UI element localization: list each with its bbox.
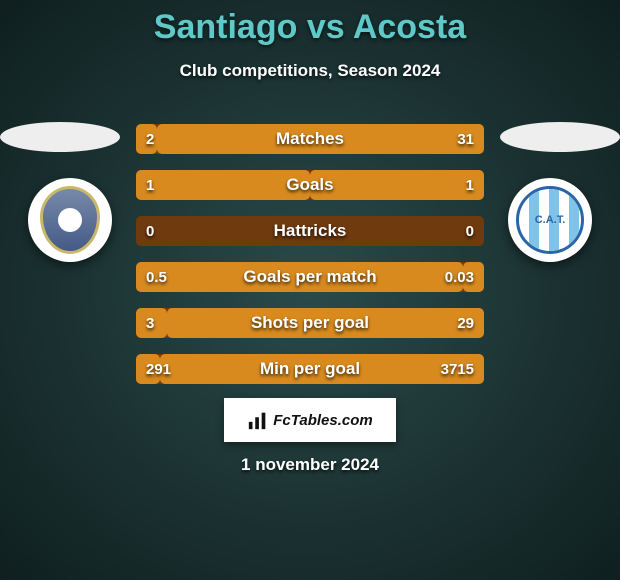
avatar-placeholder-right	[500, 122, 620, 152]
brand-text: FcTables.com	[273, 412, 372, 429]
bar-label: Min per goal	[136, 359, 484, 379]
team-badge-left	[28, 178, 112, 262]
bar-value-left: 291	[146, 361, 171, 378]
bar-value-right: 31	[457, 131, 474, 148]
badge-text: C.A.T.	[535, 214, 566, 226]
bar-label: Matches	[136, 129, 484, 149]
bar-label: Goals per match	[136, 267, 484, 287]
bar-value-left: 1	[146, 177, 154, 194]
bar-row: Goals1 1	[136, 170, 484, 200]
bar-row: Matches2 31	[136, 124, 484, 154]
bar-value-left: 0.5	[146, 269, 167, 286]
bar-label: Hattricks	[136, 221, 484, 241]
bar-label: Shots per goal	[136, 313, 484, 333]
bar-value-right: 1	[466, 177, 474, 194]
bar-value-right: 0.03	[445, 269, 474, 286]
avatar-placeholder-left	[0, 122, 120, 152]
bar-row: Shots per goal3 29	[136, 308, 484, 338]
circle-badge-icon: C.A.T.	[516, 186, 584, 254]
bar-row: Min per goal291 3715	[136, 354, 484, 384]
bar-value-right: 29	[457, 315, 474, 332]
comparison-bars: Matches2 31 Goals1 1 Hattricks0 0 Goals per ma…	[136, 124, 484, 400]
bar-value-left: 3	[146, 315, 154, 332]
bar-value-right: 0	[466, 223, 474, 240]
brand-box: FcTables.com	[224, 398, 396, 442]
team-badge-right: C.A.T.	[508, 178, 592, 262]
comparison-card: Santiago vs Acosta Club competitions, Se…	[0, 0, 620, 580]
bar-label: Goals	[136, 175, 484, 195]
page-subtitle: Club competitions, Season 2024	[0, 61, 620, 81]
bar-row: Goals per match0.5 0.03	[136, 262, 484, 292]
bar-row: Hattricks0 0	[136, 216, 484, 246]
bar-value-left: 2	[146, 131, 154, 148]
chart-icon	[247, 409, 269, 431]
date-text: 1 november 2024	[0, 455, 620, 475]
bar-value-left: 0	[146, 223, 154, 240]
bar-value-right: 3715	[441, 361, 474, 378]
page-title: Santiago vs Acosta	[0, 0, 620, 47]
shield-icon	[40, 186, 100, 254]
